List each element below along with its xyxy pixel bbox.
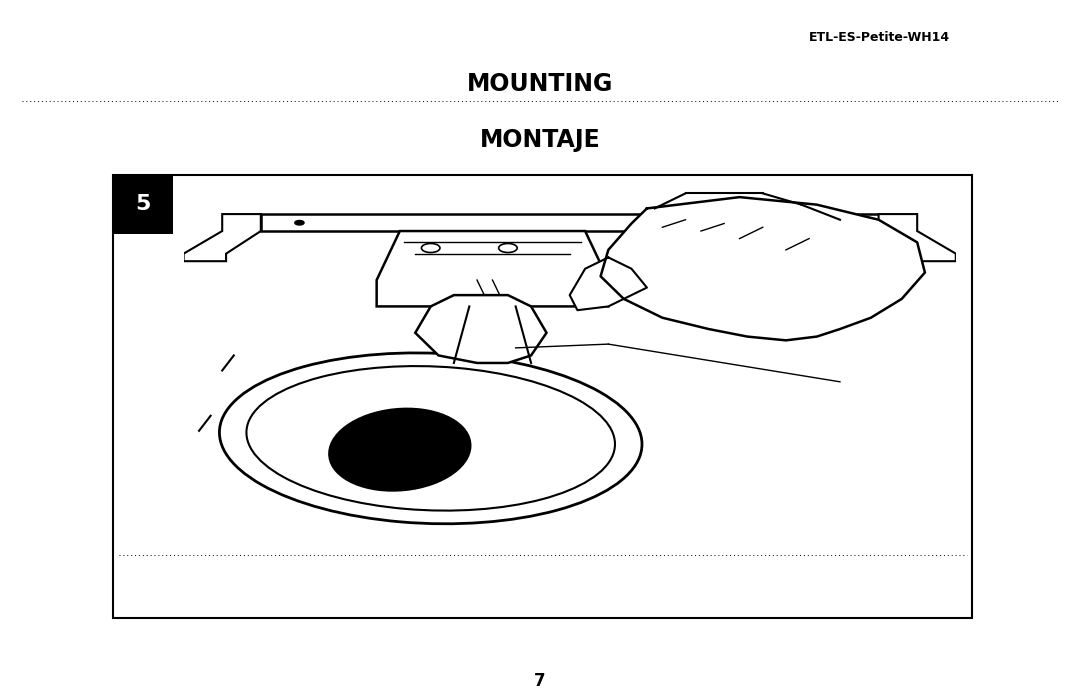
Circle shape xyxy=(421,244,440,253)
Text: 5: 5 xyxy=(135,194,151,214)
FancyArrowPatch shape xyxy=(202,232,258,256)
Text: 7: 7 xyxy=(535,671,545,690)
Bar xyxy=(113,174,972,618)
FancyArrowPatch shape xyxy=(881,232,930,256)
Text: ETL-ES-Petite-WH14: ETL-ES-Petite-WH14 xyxy=(809,31,950,45)
Bar xyxy=(113,174,173,234)
Bar xyxy=(261,214,879,231)
Polygon shape xyxy=(570,258,647,310)
Text: MOUNTING: MOUNTING xyxy=(467,72,613,96)
PathPatch shape xyxy=(415,295,546,363)
Ellipse shape xyxy=(246,366,615,511)
Ellipse shape xyxy=(219,353,642,524)
Circle shape xyxy=(295,221,305,225)
Circle shape xyxy=(499,244,517,253)
Bar xyxy=(504,342,527,355)
PathPatch shape xyxy=(879,214,956,261)
PathPatch shape xyxy=(184,214,261,261)
Polygon shape xyxy=(600,197,924,341)
Text: MONTAJE: MONTAJE xyxy=(480,128,600,151)
Ellipse shape xyxy=(329,408,471,491)
PathPatch shape xyxy=(377,231,608,306)
